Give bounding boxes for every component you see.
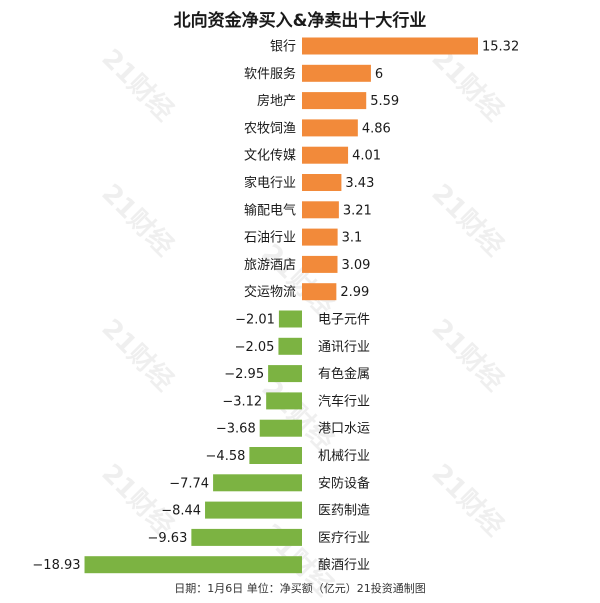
bar (302, 146, 349, 164)
category-label: 酿酒行业 (318, 557, 370, 573)
value-label: 3.43 (345, 176, 374, 191)
bar (266, 392, 302, 410)
bar (191, 528, 302, 546)
value-label: −3.68 (216, 422, 256, 437)
value-label: −7.74 (169, 476, 209, 491)
category-label: 石油行业 (244, 231, 296, 246)
bar (249, 447, 302, 464)
value-label: 3.1 (342, 231, 363, 246)
category-label: 医疗行业 (318, 531, 370, 546)
category-label: 港口水运 (318, 422, 370, 437)
value-label: −18.93 (32, 558, 80, 573)
value-label: 5.59 (370, 94, 399, 109)
value-label: −3.12 (222, 394, 262, 409)
bar (302, 64, 371, 82)
value-label: 3.21 (343, 203, 372, 218)
bar (302, 174, 342, 191)
category-label: 软件服务 (244, 66, 296, 82)
category-label: 交运物流 (244, 284, 296, 300)
value-label: 2.99 (340, 285, 369, 300)
value-label: −2.05 (235, 340, 275, 355)
bar (302, 255, 338, 273)
category-label: 农牧饲渔 (244, 121, 296, 136)
category-label: 文化传媒 (244, 149, 296, 164)
category-label: 旅游酒店 (244, 258, 296, 273)
category-label: 通讯行业 (318, 340, 370, 355)
bar (302, 228, 338, 246)
value-label: 4.86 (362, 121, 391, 136)
value-label: −8.44 (161, 504, 201, 519)
value-label: −9.63 (148, 531, 188, 546)
bar (268, 365, 302, 383)
category-label: 有色金属 (318, 366, 370, 382)
bar (205, 501, 302, 519)
category-label: 安防设备 (318, 475, 370, 491)
bar (302, 92, 367, 110)
value-label: 4.01 (352, 149, 381, 164)
value-label: 3.09 (341, 258, 370, 273)
bar (278, 337, 302, 355)
category-label: 银行 (270, 40, 296, 55)
bar (259, 419, 302, 437)
bar (302, 119, 358, 137)
value-label: −4.58 (206, 449, 246, 464)
category-label: 汽车行业 (318, 393, 370, 409)
chart-title: 北向资金净买入&净卖出十大行业 (173, 11, 427, 31)
bar (84, 556, 303, 574)
bar (278, 310, 302, 328)
bar (302, 201, 339, 219)
category-label: 机械行业 (318, 449, 370, 464)
category-label: 输配电气 (244, 202, 296, 218)
category-label: 家电行业 (244, 175, 296, 191)
value-label: 6 (375, 67, 383, 82)
category-label: 房地产 (257, 93, 296, 109)
chart-footer: 日期：1月6日 单位：净买额（亿元）21投资通制图 (174, 582, 426, 595)
bar (213, 474, 302, 492)
value-label: 15.32 (482, 40, 519, 55)
value-label: −2.95 (224, 367, 264, 382)
value-label: −2.01 (235, 313, 275, 328)
bar (302, 283, 337, 301)
category-label: 电子元件 (318, 313, 370, 328)
bar (302, 37, 478, 55)
category-label: 医药制造 (318, 504, 370, 519)
